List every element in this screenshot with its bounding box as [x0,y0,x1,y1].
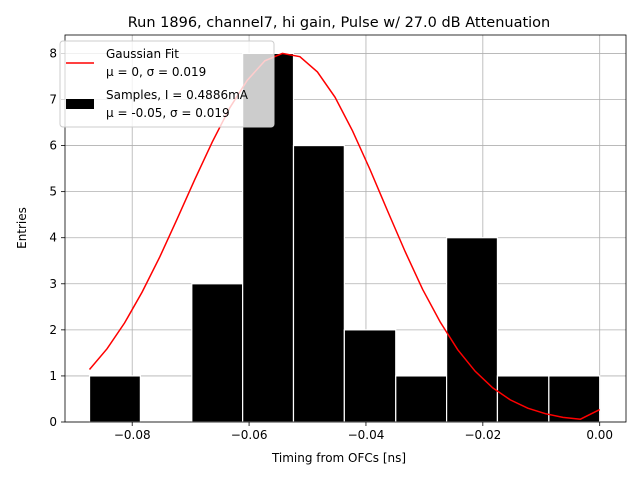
y-tick-label: 2 [49,323,57,337]
x-tick-label: −0.04 [348,428,385,442]
y-tick-label: 8 [49,46,57,60]
histogram-bar [343,329,397,423]
x-tick-label: 0.00 [586,428,613,442]
x-tick-label: −0.08 [114,428,151,442]
y-tick-label: 3 [49,277,57,291]
x-axis-ticks: −0.08 −0.06 −0.04 −0.02 0.00 [114,422,613,442]
chart-title: Run 1896, channel7, hi gain, Pulse w/ 27… [128,15,551,31]
x-tick-label: −0.06 [231,428,268,442]
legend: Gaussian Fit μ = 0, σ = 0.019 Samples, I… [59,40,275,128]
plot-frame [64,34,627,423]
legend-fit-label: Gaussian Fit [106,47,179,61]
histogram-bar [88,375,141,423]
y-tick-label: 1 [49,369,57,383]
y-tick-label: 7 [49,93,57,107]
histogram-bar [191,283,244,423]
x-tick-label: −0.02 [464,428,501,442]
legend-fit-stats: μ = 0, σ = 0.019 [106,65,206,79]
histogram-bar [496,375,550,423]
legend-samples-label: Samples, I = 0.4886mA [106,88,249,102]
legend-samples-swatch [66,99,94,109]
y-tick-label: 5 [49,185,57,199]
y-axis-label: Entries [15,207,29,249]
y-tick-label: 4 [49,231,57,245]
histogram-bar [292,144,345,423]
x-axis-label: Timing from OFCs [ns] [271,451,406,465]
histogram-bar [395,375,448,423]
y-tick-label: 6 [49,139,57,153]
histogram-bar [445,237,499,423]
y-tick-label: 0 [49,415,57,429]
legend-box [59,40,275,128]
histogram-bars [88,52,601,423]
gaussian-fit-line [88,52,601,420]
histogram-bar [548,375,601,423]
legend-samples-stats: μ = -0.05, σ = 0.019 [106,106,230,120]
y-axis-ticks: 0 1 2 3 4 5 6 7 8 [49,46,65,429]
grid-lines [65,35,626,423]
